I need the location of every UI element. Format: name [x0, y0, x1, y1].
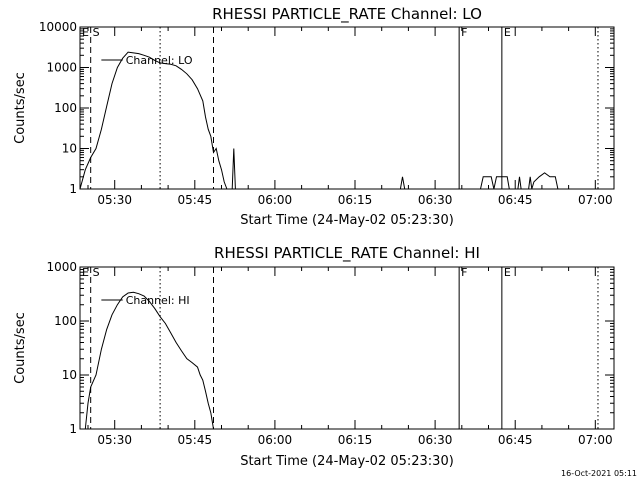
x-tick-label: 05:30 [97, 433, 132, 447]
y-axis-label: Counts/sec [13, 312, 28, 384]
series-line [517, 176, 522, 190]
x-tick-label: 06:00 [258, 433, 293, 447]
event-marker-label: E [504, 266, 511, 279]
event-marker-label: E [82, 266, 89, 279]
series-line [231, 148, 236, 190]
panel-lo-channel: RHESSI PARTICLE_RATE Channel: LO Start Ti… [13, 5, 615, 228]
y-tick-label: 100 [54, 101, 77, 115]
x-tick-label: 06:00 [258, 193, 293, 207]
x-tick-label: 07:00 [578, 433, 613, 447]
y-tick-label: 1000 [46, 260, 77, 274]
x-axis-label: Start Time (24-May-02 05:23:30) [240, 213, 454, 228]
series-line [528, 172, 559, 190]
series-line [480, 176, 510, 190]
legend-label: Channel: HI [126, 294, 190, 307]
event-marker-label: S [93, 266, 100, 279]
x-tick-label: 05:30 [97, 193, 132, 207]
y-tick-label: 10 [62, 368, 77, 382]
x-tick-label: 07:00 [578, 193, 613, 207]
x-tick-label: 06:45 [498, 193, 533, 207]
series-line [79, 51, 228, 190]
x-tick-label: 06:15 [338, 193, 373, 207]
legend-label: Channel: LO [126, 54, 193, 67]
chart-title: RHESSI PARTICLE_RATE Channel: HI [214, 244, 480, 263]
x-tick-label: 06:30 [418, 193, 453, 207]
y-tick-label: 1 [69, 422, 77, 436]
event-marker-label: S [93, 26, 100, 39]
x-axis-label: Start Time (24-May-02 05:23:30) [240, 454, 454, 469]
x-tick-label: 06:30 [418, 433, 453, 447]
y-tick-label: 10000 [39, 20, 77, 34]
y-tick-label: 1 [69, 182, 77, 196]
y-tick-label: 100 [54, 314, 77, 328]
event-marker-label: E [82, 26, 89, 39]
event-marker-label: F [461, 26, 467, 39]
x-tick-label: 05:45 [178, 433, 213, 447]
timestamp-footer: 16-Oct-2021 05:11 [561, 469, 637, 478]
x-tick-label: 05:45 [178, 193, 213, 207]
event-marker-label: E [504, 26, 511, 39]
y-tick-label: 10 [62, 142, 77, 156]
x-tick-label: 06:45 [498, 433, 533, 447]
x-tick-label: 06:15 [338, 433, 373, 447]
chart-title: RHESSI PARTICLE_RATE Channel: LO [212, 5, 482, 24]
series-line [399, 176, 406, 190]
panel-hi-channel: RHESSI PARTICLE_RATE Channel: HI Start Ti… [13, 244, 615, 469]
event-marker-label: F [461, 266, 467, 279]
series-line [84, 291, 214, 430]
y-tick-label: 1000 [46, 61, 77, 75]
y-axis-label: Counts/sec [13, 72, 28, 144]
